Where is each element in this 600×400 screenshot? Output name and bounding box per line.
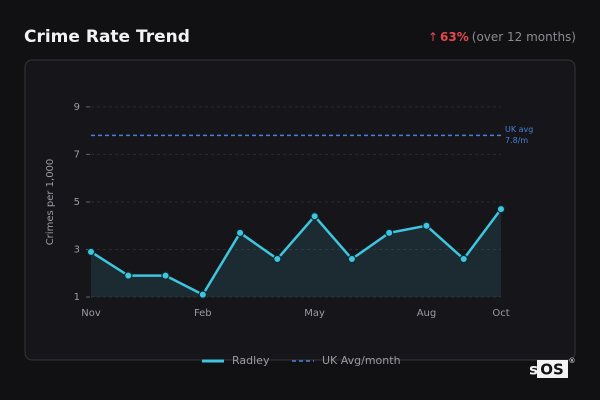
x-tick-label: Aug <box>417 308 437 319</box>
y-tick-label: 5 <box>74 197 80 208</box>
change-arrow: ↑ <box>428 30 438 44</box>
point <box>273 254 282 264</box>
point <box>496 204 506 214</box>
legend-label: UK Avg/month <box>322 354 401 367</box>
point <box>86 247 96 257</box>
x-tick-label: Oct <box>492 308 509 319</box>
change-value: 63% <box>440 30 469 44</box>
reference-name: UK avg <box>505 125 533 134</box>
y-tick-label: 9 <box>74 102 80 113</box>
legend-label: Radley <box>232 354 270 367</box>
point <box>235 228 245 238</box>
change-note: (over 12 months) <box>472 30 576 44</box>
chart-title: Crime Rate Trend <box>24 27 190 47</box>
point <box>384 228 394 238</box>
y-tick-label: 7 <box>74 149 80 160</box>
y-axis-label: Crimes per 1,000 <box>45 159 56 246</box>
point <box>422 221 431 230</box>
y-tick-label: 1 <box>74 292 80 303</box>
point <box>347 254 357 264</box>
brand-box <box>537 360 568 378</box>
point <box>161 271 170 280</box>
brand-boxed: OS <box>540 361 564 379</box>
point <box>124 271 133 280</box>
y-tick-label: 3 <box>74 244 80 255</box>
brand-mark: ® <box>569 357 576 365</box>
point <box>198 290 208 299</box>
point <box>310 211 319 221</box>
x-tick-label: May <box>304 308 325 319</box>
point <box>459 254 468 264</box>
x-tick-label: Nov <box>81 308 101 319</box>
line <box>90 208 503 296</box>
reference-label: 7.8/m <box>505 136 528 145</box>
x-tick-label: Feb <box>194 308 212 319</box>
change-summary: ↑ 63% (over 12 months) <box>428 30 576 44</box>
